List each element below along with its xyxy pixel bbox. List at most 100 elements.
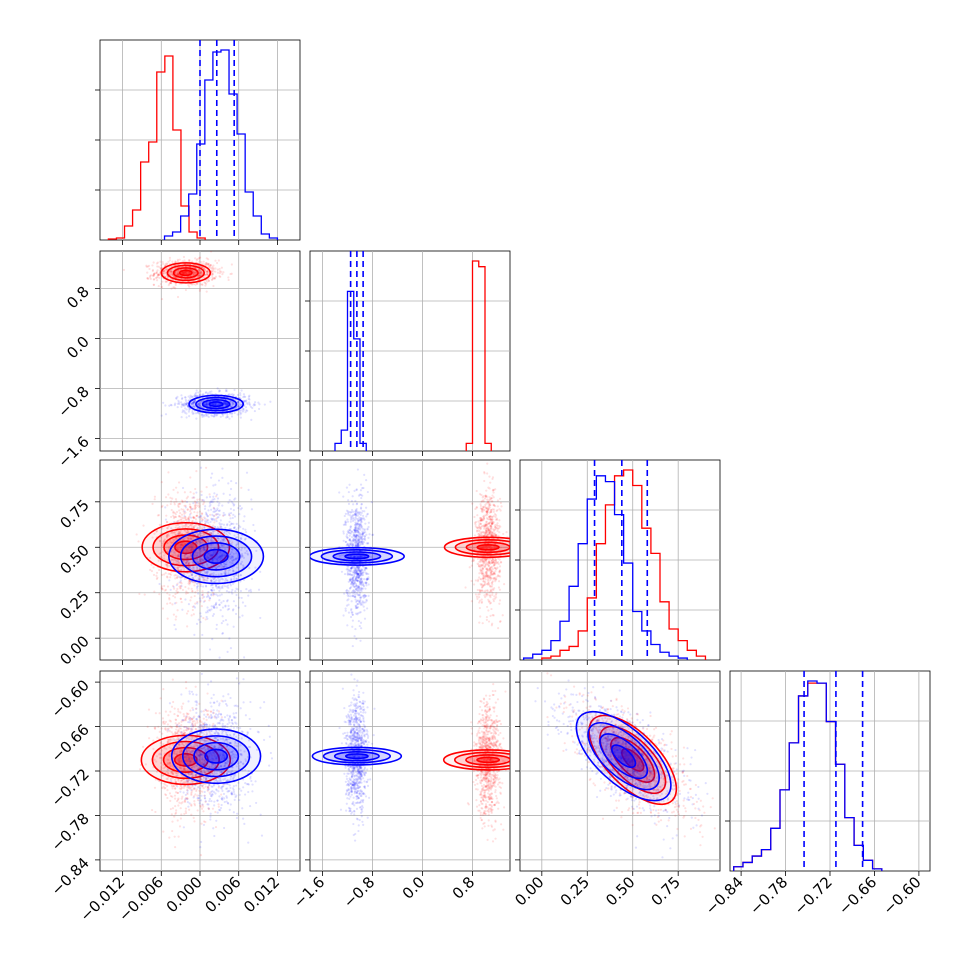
- scatter-point: [210, 500, 213, 503]
- scatter-point: [198, 522, 201, 526]
- scatter-point: [195, 552, 198, 555]
- scatter-point: [497, 534, 500, 537]
- scatter-point: [242, 409, 245, 412]
- scatter-point: [180, 542, 183, 546]
- scatter-point: [363, 473, 366, 476]
- scatter-point: [247, 488, 250, 492]
- scatter-point: [231, 541, 234, 544]
- scatter-point: [226, 650, 229, 654]
- scatter-point: [215, 520, 218, 523]
- scatter-point: [199, 583, 203, 586]
- scatter-point: [476, 514, 479, 517]
- scatter-point: [175, 576, 179, 579]
- scatter-point: [201, 512, 204, 515]
- scatter-point: [202, 393, 205, 396]
- scatter-point: [188, 285, 191, 288]
- scatter-point: [166, 585, 170, 588]
- scatter-point: [253, 403, 256, 406]
- scatter-point: [169, 281, 172, 284]
- scatter-point: [178, 576, 181, 579]
- scatter-point: [214, 402, 217, 406]
- scatter-point: [166, 541, 169, 545]
- scatter-point: [221, 414, 225, 417]
- scatter-point: [177, 575, 180, 578]
- scatter-point: [192, 517, 195, 520]
- scatter-point: [491, 521, 494, 524]
- scatter-point: [239, 413, 242, 416]
- scatter-point: [496, 526, 499, 530]
- scatter-point: [485, 489, 488, 492]
- scatter-point: [183, 529, 186, 532]
- scatter-point: [243, 400, 246, 403]
- scatter-point: [168, 597, 171, 600]
- scatter-point: [482, 509, 485, 512]
- scatter-point: [152, 566, 155, 569]
- scatter-point: [189, 544, 193, 547]
- scatter-point: [226, 403, 229, 406]
- scatter-point: [200, 526, 204, 530]
- scatter-point: [193, 500, 197, 503]
- scatter-point: [232, 600, 236, 603]
- scatter-point: [342, 614, 345, 617]
- scatter-point: [188, 259, 191, 262]
- scatter-point: [206, 592, 209, 595]
- scatter-point: [152, 283, 156, 286]
- scatter-point: [170, 270, 173, 273]
- scatter-point: [203, 516, 206, 519]
- scatter-point: [491, 518, 494, 521]
- panel-2-1: [305, 459, 511, 665]
- scatter-point: [195, 558, 199, 561]
- scatter-point: [211, 614, 215, 618]
- scatter-point: [165, 280, 168, 283]
- scatter-point: [239, 392, 242, 395]
- scatter-point: [182, 271, 185, 274]
- scatter-point: [479, 557, 482, 560]
- scatter-point: [200, 593, 204, 597]
- histogram-0000ff: [163, 49, 279, 240]
- scatter-point: [216, 261, 219, 265]
- scatter-point: [198, 271, 202, 274]
- scatter-point: [177, 273, 180, 277]
- scatter-point: [163, 269, 166, 272]
- scatter-point: [194, 503, 197, 506]
- scatter-point: [189, 545, 192, 549]
- scatter-point: [206, 594, 210, 597]
- scatter-point: [176, 547, 179, 551]
- scatter-point: [201, 266, 204, 269]
- scatter-point: [179, 502, 182, 505]
- scatter-point: [485, 512, 488, 515]
- scatter-point: [192, 270, 195, 273]
- scatter-point: [168, 282, 171, 285]
- scatter-point: [189, 523, 192, 527]
- scatter-point: [221, 412, 224, 416]
- scatter-point: [185, 531, 188, 534]
- scatter-point: [184, 511, 187, 514]
- scatter-point: [165, 535, 169, 538]
- scatter-point: [211, 278, 214, 281]
- scatter-point: [244, 406, 248, 409]
- scatter-point: [229, 400, 232, 403]
- scatter-point: [226, 608, 230, 611]
- scatter-point: [152, 261, 155, 264]
- scatter-point: [231, 394, 235, 397]
- scatter-point: [181, 544, 184, 547]
- scatter-point: [171, 541, 174, 544]
- scatter-point: [196, 533, 199, 537]
- scatter-point: [172, 538, 175, 542]
- scatter-point: [151, 264, 154, 267]
- scatter-point: [187, 271, 191, 274]
- scatter-point: [223, 401, 226, 404]
- scatter-point: [212, 264, 215, 267]
- scatter-point: [240, 596, 243, 600]
- scatter-point: [365, 515, 368, 518]
- scatter-point: [158, 276, 161, 280]
- scatter-point: [258, 403, 261, 406]
- scatter-point: [487, 564, 491, 568]
- scatter-point: [200, 413, 203, 417]
- scatter-point: [193, 510, 196, 514]
- scatter-point: [207, 279, 210, 282]
- scatter-point: [239, 589, 243, 593]
- scatter-point: [197, 502, 200, 505]
- scatter-point: [200, 272, 203, 275]
- scatter-point: [235, 406, 238, 409]
